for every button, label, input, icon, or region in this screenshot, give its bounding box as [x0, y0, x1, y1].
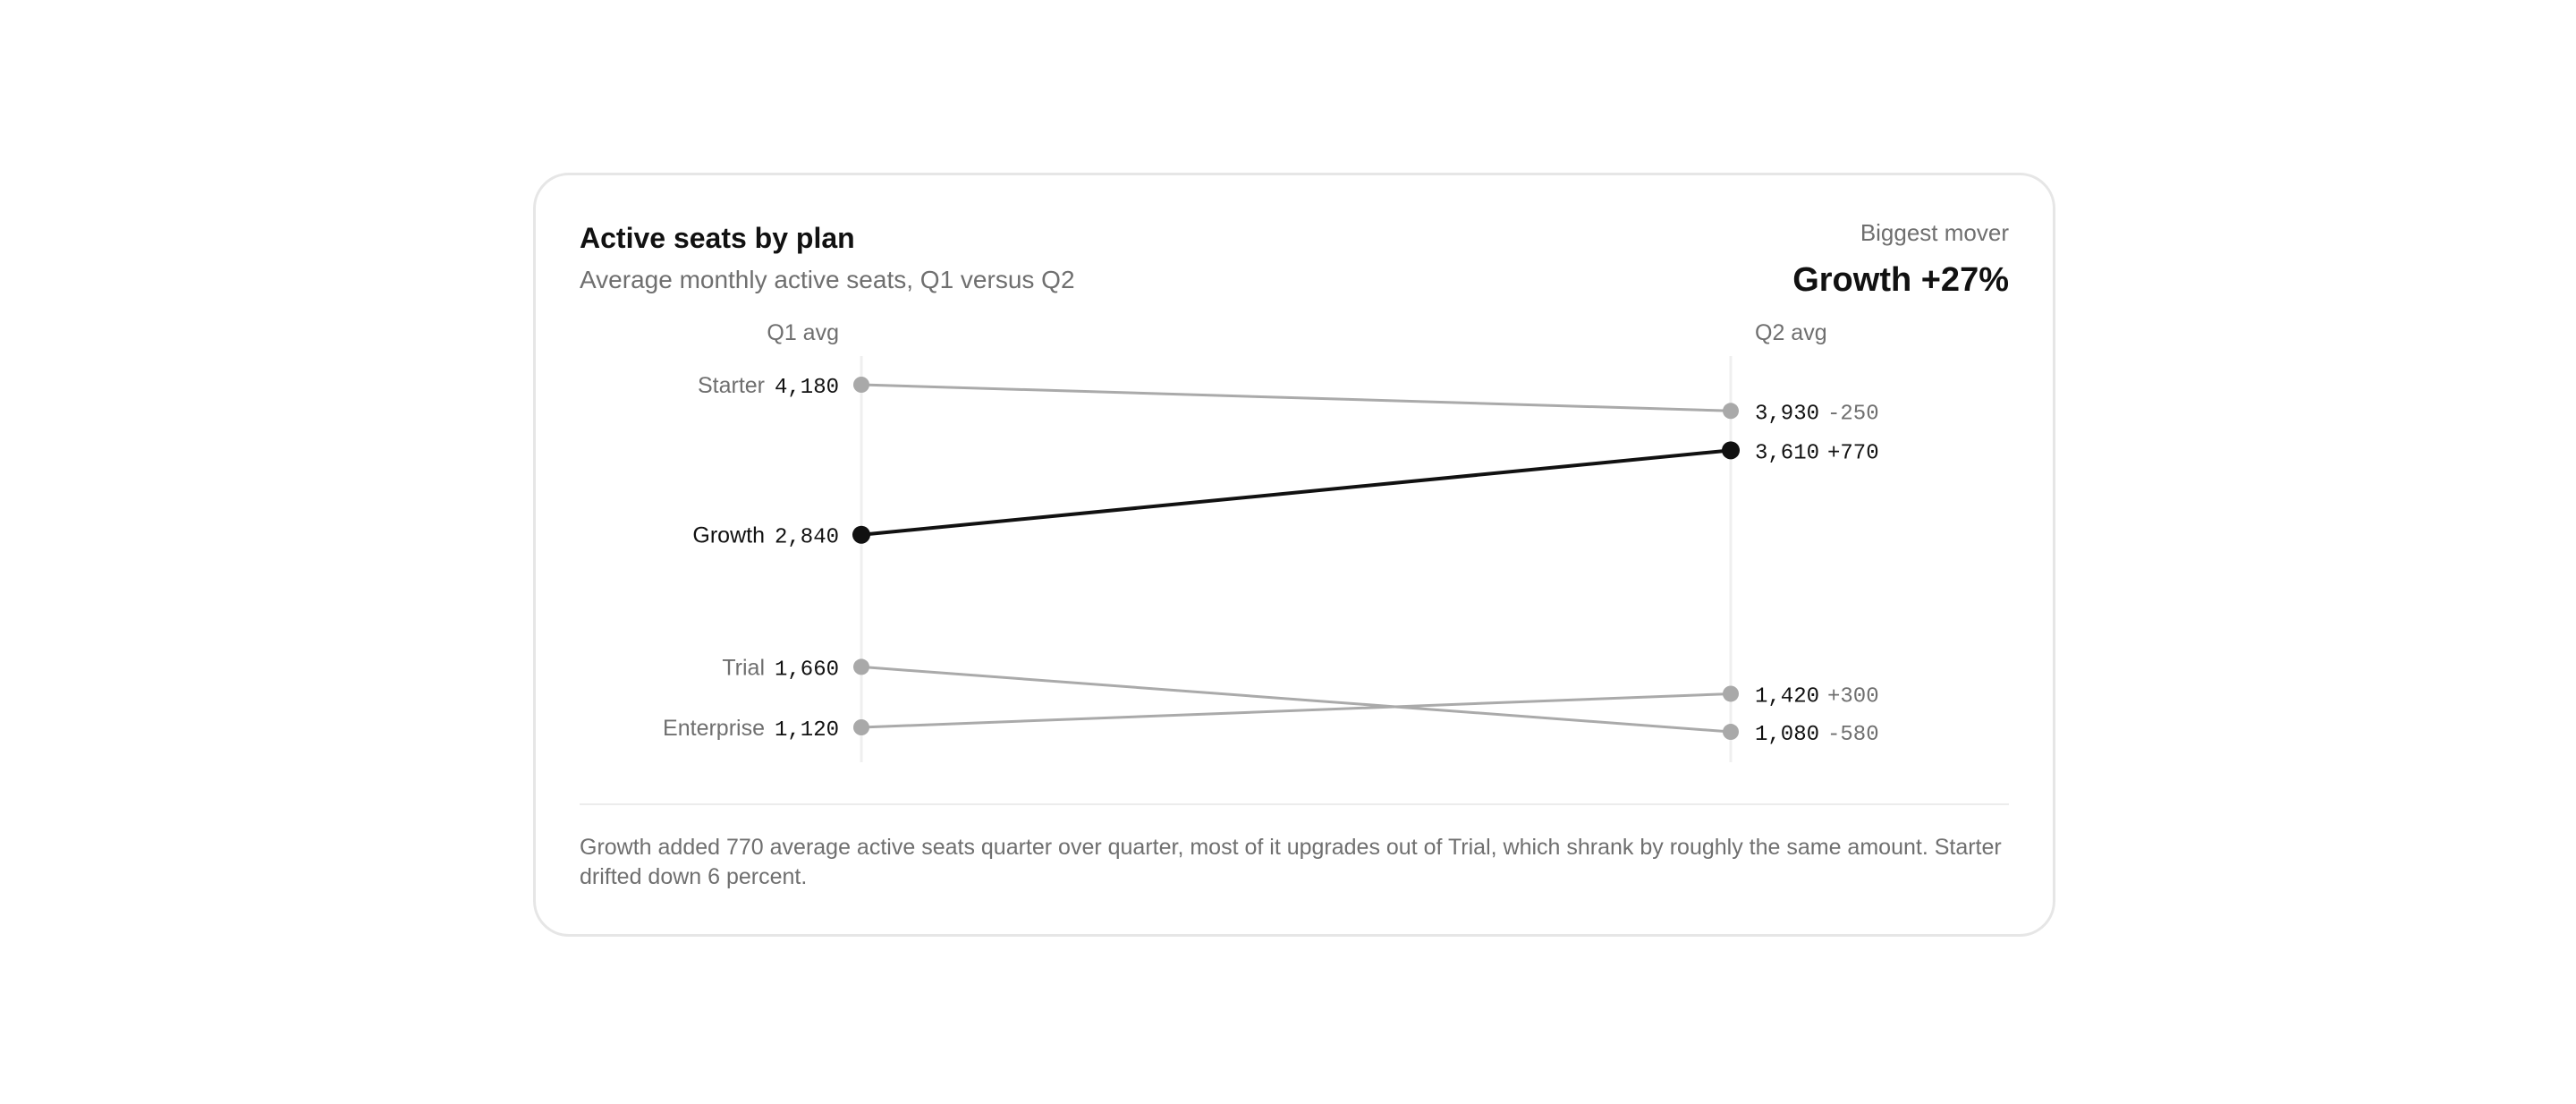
delta-trial: -580	[1827, 723, 1879, 747]
delta-enterprise: +300	[1827, 684, 1879, 709]
series-name-growth: Growth	[692, 523, 765, 548]
q2-value-growth: 3,610	[1755, 441, 1819, 465]
biggest-mover: Biggest mover Growth +27%	[1792, 219, 2009, 300]
q2-point-enterprise	[1723, 685, 1739, 702]
q1-value-starter: 4,180	[775, 376, 839, 400]
series-name-trial: Trial	[722, 655, 765, 680]
series-line-starter	[860, 383, 1732, 412]
q1-value-enterprise: 1,120	[775, 718, 839, 743]
biggest-mover-value: Growth +27%	[1792, 261, 2009, 299]
chart-title: Active seats by plan	[580, 222, 855, 254]
q1-header: Q1 avg	[767, 320, 839, 345]
q2-header: Q2 avg	[1755, 320, 1827, 345]
q1-point-trial	[853, 658, 869, 675]
series-name-enterprise: Enterprise	[663, 716, 765, 741]
q1-point-starter	[853, 377, 869, 393]
chart-subtitle: Average monthly active seats, Q1 versus …	[580, 266, 1075, 293]
footnote: Growth added 770 average active seats qu…	[580, 835, 2002, 889]
q1-point-enterprise	[853, 719, 869, 735]
q2-value-starter: 3,930	[1755, 402, 1819, 426]
q2-point-trial	[1723, 724, 1739, 741]
q1-value-trial: 1,660	[775, 658, 839, 682]
chart-card: Active seats by plan Average monthly act…	[533, 173, 2055, 937]
divider	[580, 803, 2009, 805]
series-line-enterprise	[860, 692, 1732, 729]
q2-value-trial: 1,080	[1755, 723, 1819, 747]
series-line-growth	[860, 448, 1732, 537]
series-line-trial	[860, 665, 1732, 734]
delta-growth: +770	[1827, 441, 1879, 465]
q2-value-enterprise: 1,420	[1755, 684, 1819, 709]
delta-starter: -250	[1827, 402, 1879, 426]
q2-point-growth	[1722, 441, 1740, 460]
slope-chart: Q1 avg Q2 avg Starter 4,180 3,930 -250 Trial 1,…	[663, 320, 1879, 762]
q2-point-starter	[1723, 403, 1739, 420]
q1-point-growth	[852, 525, 870, 544]
biggest-mover-label: Biggest mover	[1860, 219, 2009, 246]
series-name-starter: Starter	[698, 373, 765, 398]
q1-value-growth: 2,840	[775, 526, 839, 550]
